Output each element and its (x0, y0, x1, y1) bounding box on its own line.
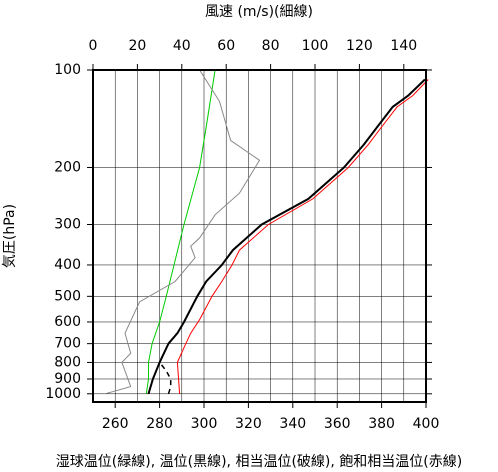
x2-tick-label: 120 (346, 38, 373, 54)
y-tick-label: 1000 (45, 386, 81, 402)
x2-tick-label: 0 (89, 38, 98, 54)
profile-line (159, 361, 172, 395)
x-tick-label: 340 (279, 416, 306, 432)
y-axis-label: 気圧(hPa) (2, 204, 18, 268)
x2-tick-label: 140 (390, 38, 417, 54)
x2-tick-label: 100 (302, 38, 329, 54)
x2-tick-label: 80 (262, 38, 280, 54)
profile-line (147, 78, 426, 395)
x-tick-label: 380 (368, 416, 395, 432)
x-tick-label: 320 (235, 416, 262, 432)
y-tick-label: 400 (54, 257, 81, 273)
y-tick-label: 900 (54, 371, 81, 387)
x2-tick-label: 40 (173, 38, 191, 54)
x-tick-label: 360 (324, 416, 351, 432)
x-tick-label: 260 (102, 416, 129, 432)
profile-line (176, 79, 429, 394)
x-axis-label: 湿球温位(緑線), 温位(黒線), 相当温位(破線), 飽和相当温位(赤線) (56, 453, 462, 470)
y-tick-label: 200 (54, 159, 81, 175)
x-tick-label: 280 (146, 416, 173, 432)
plot-frame (92, 69, 427, 403)
x-tick-label: 300 (191, 416, 218, 432)
y-tick-label: 100 (54, 62, 81, 78)
y-tick-label: 800 (54, 354, 81, 370)
profile-line (145, 69, 216, 394)
x2-tick-label: 20 (128, 38, 146, 54)
x2-tick-label: 60 (217, 38, 235, 54)
profile-line (104, 69, 261, 395)
x2-axis-label: 風速 (m/s)(細線) (205, 4, 313, 20)
y-tick-label: 600 (54, 314, 81, 330)
x-tick-label: 400 (413, 416, 440, 432)
y-tick-label: 500 (54, 288, 81, 304)
y-tick-label: 700 (54, 336, 81, 352)
y-tick-label: 300 (54, 216, 81, 232)
